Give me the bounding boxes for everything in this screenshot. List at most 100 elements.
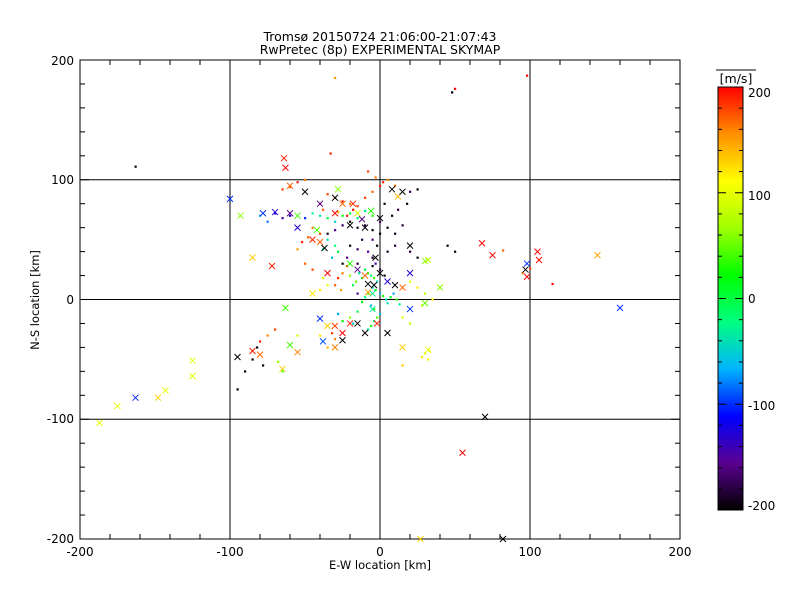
cross-stroke: [259, 209, 267, 217]
grid-lines: [80, 60, 680, 539]
data-point-cross: [406, 242, 414, 249]
cross-stroke: [282, 164, 289, 172]
colorbar-tick-label-3: 0: [748, 292, 756, 306]
cross-stroke: [282, 304, 289, 312]
data-point-dot: [329, 152, 332, 155]
data-point-cross: [162, 387, 169, 394]
data-point-cross: [361, 272, 369, 279]
cross-stroke: [370, 281, 378, 289]
cross-stroke: [358, 215, 366, 223]
data-point-cross: [316, 200, 324, 208]
data-point-dot: [358, 272, 361, 275]
data-point-cross: [279, 365, 286, 373]
data-point-cross: [339, 336, 346, 344]
data-point-dot: [304, 217, 307, 220]
data-point-dot: [341, 214, 344, 217]
cross-stroke: [436, 284, 444, 291]
data-point-dot: [337, 211, 340, 214]
y-tick-label-1: -200: [47, 532, 74, 546]
x-tick-label-1: -200: [66, 545, 93, 559]
data-point-dot: [394, 232, 397, 235]
cross-stroke: [294, 348, 301, 356]
data-point-dot: [331, 332, 334, 335]
cross-stroke: [154, 394, 162, 402]
data-point-dot: [356, 205, 359, 208]
cross-stroke: [162, 387, 169, 394]
chart-subtitle: RwPretec (8p) EXPERIMENTAL SKYMAP: [260, 42, 501, 57]
data-point-cross: [376, 214, 384, 222]
cross-stroke: [399, 188, 406, 196]
data-point-cross: [523, 260, 531, 267]
data-point-cross: [354, 266, 361, 273]
data-point-dot: [391, 214, 394, 217]
data-point-cross: [523, 273, 531, 281]
cross-stroke: [534, 248, 541, 255]
cross-stroke: [339, 329, 346, 337]
data-point-cross: [282, 164, 289, 172]
data-point-dot: [376, 316, 379, 319]
data-point-cross: [349, 200, 357, 208]
data-point-dot: [289, 214, 292, 217]
data-point-cross: [406, 305, 414, 313]
data-point-cross: [399, 284, 406, 291]
data-point-cross: [331, 194, 339, 202]
data-point-dot: [551, 282, 554, 286]
data-point-dot: [334, 338, 337, 341]
data-point-dot: [364, 296, 367, 299]
cross-stroke: [189, 357, 196, 364]
data-point-cross: [189, 372, 196, 380]
cross-stroke: [417, 535, 424, 543]
y-tick-label-3: 0: [66, 293, 74, 307]
data-point-dot: [529, 267, 532, 270]
data-point-cross: [424, 346, 432, 354]
cross-stroke: [334, 185, 342, 193]
data-point-cross: [286, 209, 294, 217]
data-point-dot: [373, 276, 376, 280]
data-point-dot: [319, 288, 322, 292]
cross-stroke: [354, 266, 361, 273]
data-point-dot: [367, 292, 370, 295]
data-point-cross: [114, 402, 121, 410]
cross-stroke: [294, 212, 301, 220]
data-point-dot: [371, 229, 374, 232]
data-point-cross: [316, 238, 324, 246]
data-point-cross: [372, 254, 379, 261]
data-point-dot: [296, 248, 299, 251]
cross-stroke: [406, 242, 414, 249]
data-point-cross: [373, 320, 381, 327]
cross-stroke: [481, 413, 489, 421]
data-point-dot: [296, 334, 299, 337]
data-point-dot: [311, 268, 314, 271]
data-point-dot: [371, 264, 374, 268]
data-point-dot: [262, 364, 265, 367]
data-point-dot: [367, 170, 370, 173]
data-point-dot: [281, 370, 284, 373]
data-point-dot: [356, 226, 359, 229]
data-point-cross: [364, 280, 372, 288]
data-point-dot: [334, 229, 337, 232]
cross-stroke: [406, 305, 414, 313]
cross-stroke: [271, 208, 279, 216]
data-point-dot: [454, 250, 457, 253]
cross-stroke: [286, 209, 294, 217]
data-point-cross: [388, 185, 396, 193]
data-point-dot: [364, 268, 367, 271]
cross-stroke: [132, 394, 139, 402]
data-point-dot: [251, 358, 254, 361]
data-point-cross: [301, 188, 309, 196]
cross-stroke: [324, 269, 331, 277]
data-point-dot: [385, 298, 388, 301]
data-point-cross: [316, 315, 324, 323]
y-tick-label-4: 100: [51, 173, 74, 187]
data-point-dot: [379, 292, 382, 295]
data-point-dot: [502, 249, 505, 252]
cross-stroke: [535, 256, 543, 264]
colorbar-tick-label-5: -200: [748, 499, 775, 513]
data-point-dot: [326, 238, 329, 241]
colorbar-tick-label-2: 100: [748, 189, 771, 203]
cross-stroke: [523, 273, 531, 281]
data-point-dot: [349, 220, 352, 223]
data-point-dot: [386, 178, 389, 181]
data-point-cross: [459, 449, 466, 457]
data-point-cross: [96, 419, 103, 427]
